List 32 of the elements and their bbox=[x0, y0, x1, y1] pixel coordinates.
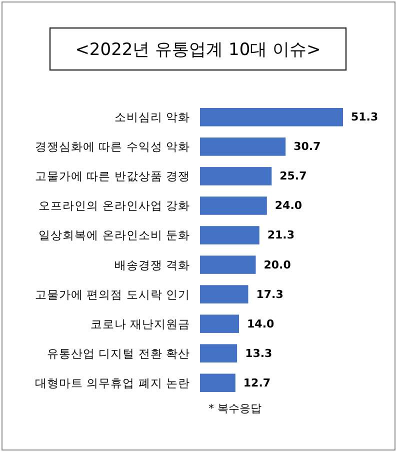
y-tick-label: 코로나 재난지원금 bbox=[90, 316, 190, 331]
data-label: 13.3 bbox=[245, 346, 272, 360]
bar bbox=[200, 374, 236, 392]
y-tick-label: 오프라인의 온라인사업 강화 bbox=[38, 198, 190, 213]
data-label: 30.7 bbox=[294, 140, 321, 154]
bar bbox=[200, 285, 248, 304]
y-tick-label: 경쟁심화에 따른 수익성 악화 bbox=[35, 140, 190, 154]
bar bbox=[200, 167, 272, 186]
data-label: 14.0 bbox=[247, 317, 275, 330]
bar bbox=[200, 138, 286, 156]
data-label: 25.7 bbox=[280, 170, 307, 183]
bar bbox=[200, 256, 256, 274]
data-label: 51.3 bbox=[351, 110, 378, 124]
y-tick-label: 고물가에 편의점 도시락 인기 bbox=[35, 287, 190, 302]
y-tick-label: 소비심리 악화 bbox=[114, 110, 190, 124]
text: * 복수응답 bbox=[208, 402, 262, 415]
y-tick-label: 대형마트 의무휴업 폐지 논란 bbox=[35, 376, 190, 390]
data-label: 17.3 bbox=[256, 288, 284, 301]
chart-title: <2022년 유통업계 10대 이슈> bbox=[75, 40, 321, 60]
bar bbox=[200, 314, 240, 333]
y-tick-label: 고물가에 따른 반값상품 경쟁 bbox=[35, 169, 190, 184]
data-label: 12.7 bbox=[243, 376, 271, 390]
bar bbox=[200, 344, 238, 362]
bar bbox=[200, 226, 260, 244]
y-tick-label: 일상회복에 온라인소비 둔화 bbox=[38, 228, 190, 242]
bar bbox=[200, 108, 343, 126]
y-tick-label: 유통산업 디지털 전환 확산 bbox=[47, 346, 190, 360]
bar bbox=[200, 196, 267, 215]
data-label: 24.0 bbox=[274, 199, 302, 212]
y-tick-label: 배송경쟁 격화 bbox=[114, 258, 190, 272]
data-label: 21.3 bbox=[267, 228, 295, 242]
data-label: 20.0 bbox=[264, 258, 292, 272]
